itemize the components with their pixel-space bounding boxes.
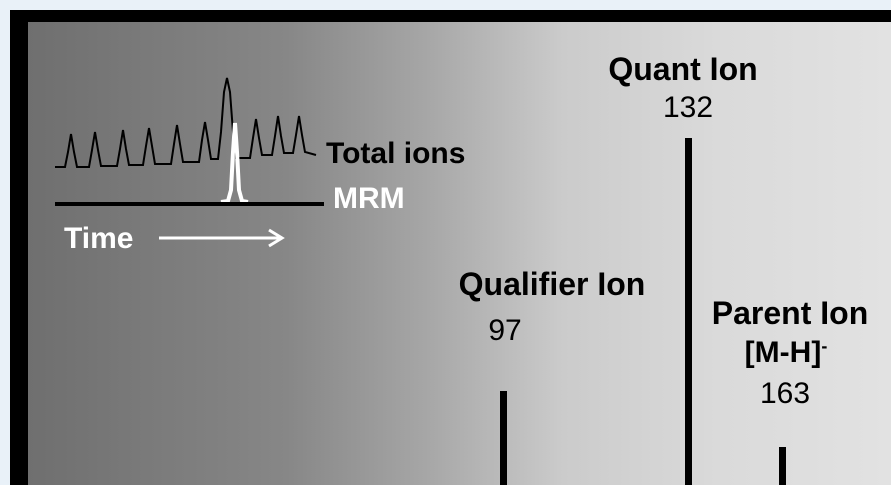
quant-ion-mz: 132: [662, 91, 714, 124]
parent-ion-formula-text: [M-H]: [744, 335, 822, 369]
qualifier-ion-title: Qualifier Ion: [458, 266, 646, 302]
ion-bar-qualifier: [500, 391, 507, 485]
time-arrow-head: [268, 228, 285, 248]
diagram-panel: Total ions MRM Time Quant Ion 132 Qualif…: [28, 22, 891, 485]
total-ions-label: Total ions: [326, 137, 466, 170]
chromatogram-inset: [55, 77, 324, 248]
parent-ion-charge: -: [821, 336, 828, 356]
ion-bar-parent: [779, 447, 786, 485]
mrm-label: MRM: [333, 182, 405, 215]
parent-ion-mz: 163: [759, 377, 811, 410]
parent-ion-title: Parent Ion: [711, 295, 869, 331]
total-ion-trace: [55, 77, 317, 168]
quant-ion-title: Quant Ion: [608, 51, 758, 87]
qualifier-ion-mz: 97: [488, 314, 522, 347]
time-label: Time: [64, 222, 134, 255]
parent-ion-formula: [M-H]-: [745, 337, 828, 368]
ion-bar-quant: [685, 138, 692, 485]
mrm-peak: [220, 122, 249, 204]
